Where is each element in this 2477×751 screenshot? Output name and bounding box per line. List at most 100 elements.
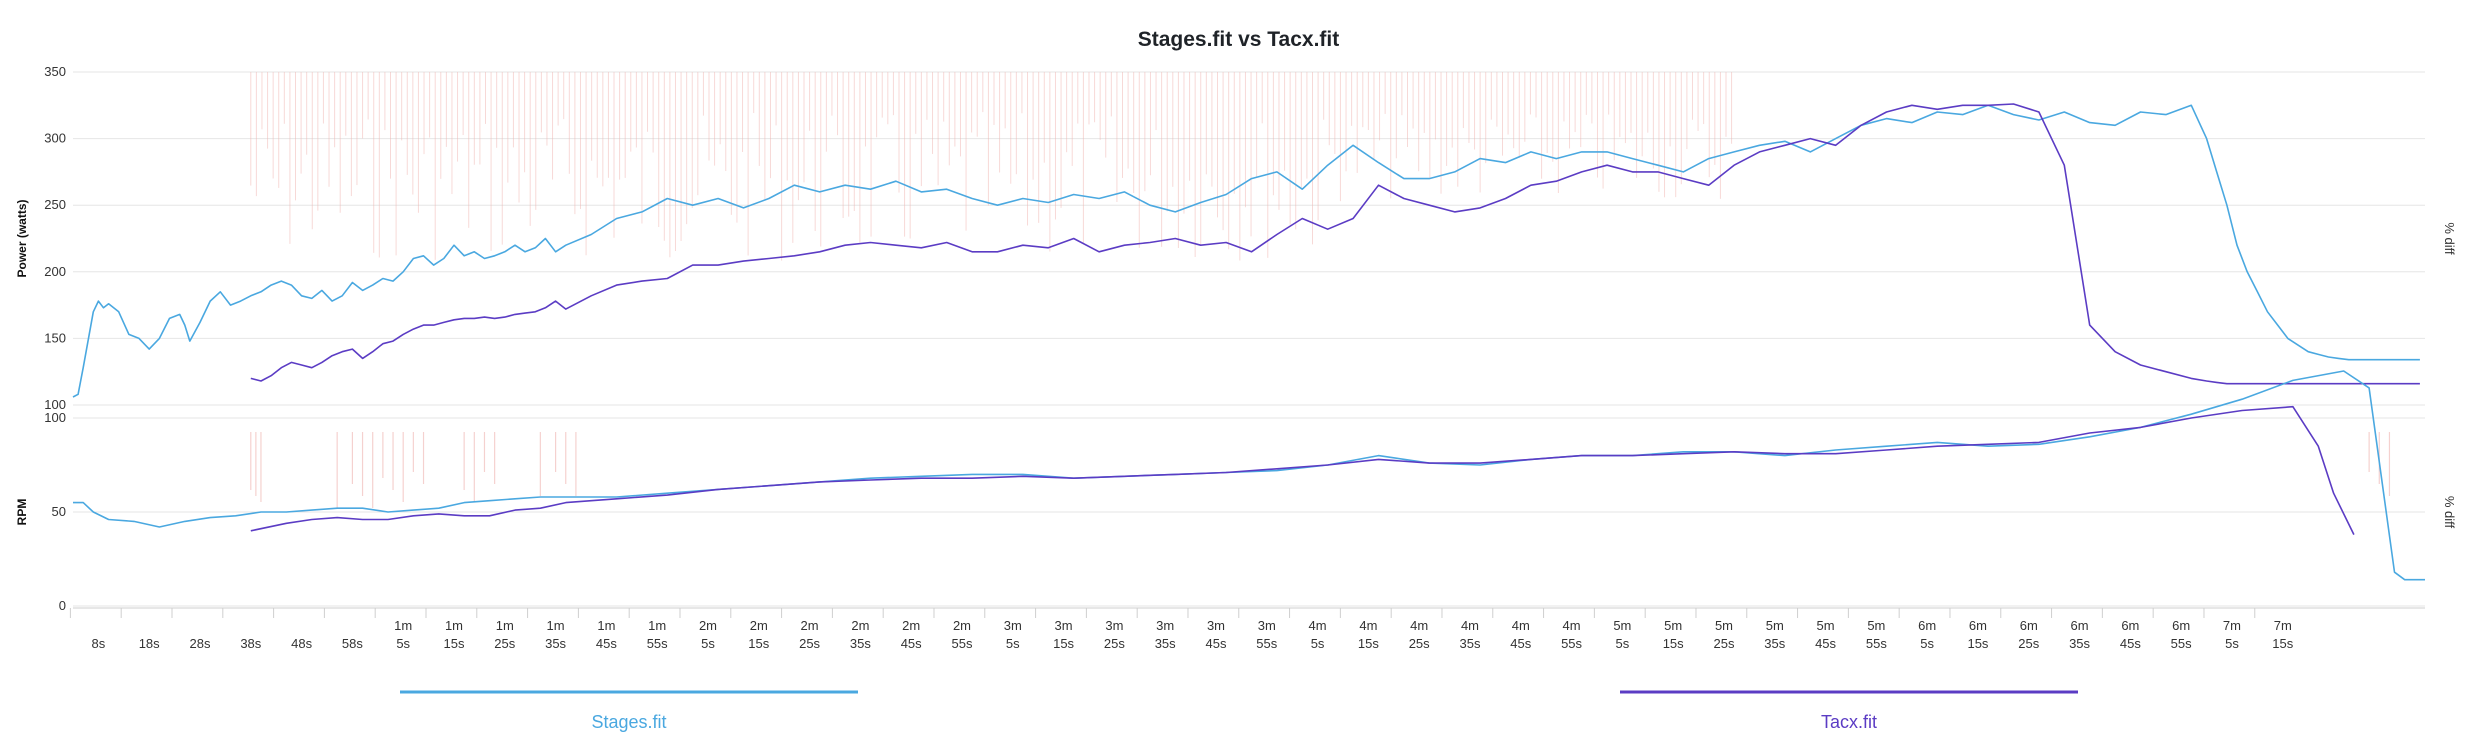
x-tick-label: 5m [1817, 618, 1835, 633]
x-tick-label: 48s [291, 636, 312, 651]
x-tick-label: 4m [1309, 618, 1327, 633]
x-tick-label: 28s [190, 636, 211, 651]
x-tick-label: 3m [1258, 618, 1276, 633]
x-tick-label: 3m [1055, 618, 1073, 633]
x-tick-label: 15s [1358, 636, 1379, 651]
y-tick-label: 200 [44, 264, 66, 279]
x-tick-label: 55s [1866, 636, 1887, 651]
x-tick-label: 45s [1510, 636, 1531, 651]
legend-label: Stages.fit [591, 712, 666, 732]
x-tick-label: 6m [2172, 618, 2190, 633]
x-tick-label: 4m [1410, 618, 1428, 633]
x-tick-label: 5s [1006, 636, 1020, 651]
x-tick-label: 4m [1563, 618, 1581, 633]
x-tick-label: 15s [444, 636, 465, 651]
x-tick-label: 2m [902, 618, 920, 633]
legend: Stages.fit Tacx.fit [400, 690, 2078, 732]
x-tick-label: 2m [750, 618, 768, 633]
x-tick-label: 35s [850, 636, 871, 651]
x-tick-label: 5m [1867, 618, 1885, 633]
x-tick-label: 55s [647, 636, 668, 651]
x-tick-label: 1m [496, 618, 514, 633]
x-tick-label: 4m [1359, 618, 1377, 633]
x-tick-label: 58s [342, 636, 363, 651]
x-tick-label: 5s [1920, 636, 1934, 651]
x-tick-label: 25s [1104, 636, 1125, 651]
x-tick-label: 4m [1512, 618, 1530, 633]
x-tick-label: 6m [2020, 618, 2038, 633]
x-tick-label: 25s [1713, 636, 1734, 651]
series-line-stages [73, 370, 2425, 581]
x-tick-label: 55s [1256, 636, 1277, 651]
x-tick-label: 25s [799, 636, 820, 651]
x-tick-label: 15s [1053, 636, 1074, 651]
y-tick-label: 100 [44, 410, 66, 425]
x-tick-label: 8s [92, 636, 106, 651]
x-tick-label: 45s [596, 636, 617, 651]
x-tick-label: 35s [1459, 636, 1480, 651]
y-tick-label: 250 [44, 197, 66, 212]
x-tick-label: 35s [1155, 636, 1176, 651]
y-right-axis-label: % diff [2442, 222, 2457, 255]
x-tick-label: 45s [1205, 636, 1226, 651]
x-tick-label: 38s [240, 636, 261, 651]
x-tick-label: 7m [2223, 618, 2241, 633]
x-tick-label: 1m [597, 618, 615, 633]
x-tick-label: 2m [953, 618, 971, 633]
x-tick-label: 2m [801, 618, 819, 633]
chart-title: Stages.fit vs Tacx.fit [1137, 28, 1340, 51]
x-tick-label: 6m [1918, 618, 1936, 633]
x-tick-label: 1m [394, 618, 412, 633]
x-tick-label: 15s [1663, 636, 1684, 651]
x-tick-label: 5s [1616, 636, 1630, 651]
x-tick-label: 5s [1311, 636, 1325, 651]
x-tick-label: 5m [1766, 618, 1784, 633]
x-tick-label: 25s [1409, 636, 1430, 651]
x-tick-label: 6m [2071, 618, 2089, 633]
x-tick-label: 35s [545, 636, 566, 651]
x-tick-label: 5s [2225, 636, 2239, 651]
x-tick-label: 45s [2120, 636, 2141, 651]
x-tick-label: 15s [1967, 636, 1988, 651]
series-line-stages [72, 104, 2420, 398]
y-tick-label: 0 [59, 598, 66, 613]
x-tick-label: 3m [1207, 618, 1225, 633]
x-tick-label: 55s [1561, 636, 1582, 651]
power-panel: 100 150 200 250 300 350 Power (watts) % diff [15, 64, 2457, 412]
x-tick-label: 45s [901, 636, 922, 651]
x-tick-label: 25s [2018, 636, 2039, 651]
y-tick-label: 50 [52, 504, 66, 519]
x-tick-label: 18s [139, 636, 160, 651]
x-tick-label: 3m [1004, 618, 1022, 633]
x-tick-label: 2m [699, 618, 717, 633]
series-line-tacx [250, 103, 2420, 385]
x-tick-label: 5s [701, 636, 715, 651]
x-tick-label: 6m [2121, 618, 2139, 633]
x-tick-label: 5m [1664, 618, 1682, 633]
y-axis-label: RPM [15, 499, 29, 526]
x-tick-label: 3m [1105, 618, 1123, 633]
rpm-panel: 0 50 100 RPM % diff [15, 370, 2457, 613]
x-tick-label: 55s [2171, 636, 2192, 651]
x-tick-label: 7m [2274, 618, 2292, 633]
x-tick-label: 45s [1815, 636, 1836, 651]
x-tick-label: 5s [396, 636, 410, 651]
x-tick-label: 55s [952, 636, 973, 651]
x-tick-label: 15s [2272, 636, 2293, 651]
x-tick-label: 35s [2069, 636, 2090, 651]
x-tick-label: 1m [648, 618, 666, 633]
x-axis: 8s 18s 28s 38s 48s 58s 1m 5s 1m 15s 1m 25s 1m 35s 1m 45… [69, 607, 2425, 651]
y-tick-label: 300 [44, 131, 66, 146]
y-tick-label: 350 [44, 64, 66, 79]
y-tick-label: 100 [44, 397, 66, 412]
y-axis-label: Power (watts) [15, 199, 29, 277]
x-tick-label: 35s [1764, 636, 1785, 651]
x-tick-label: 4m [1461, 618, 1479, 633]
x-tick-label: 1m [547, 618, 565, 633]
x-tick-label: 5m [1613, 618, 1631, 633]
y-right-axis-label: % diff [2442, 496, 2457, 529]
x-tick-label: 5m [1715, 618, 1733, 633]
x-tick-label: 25s [494, 636, 515, 651]
x-tick-label: 6m [1969, 618, 1987, 633]
